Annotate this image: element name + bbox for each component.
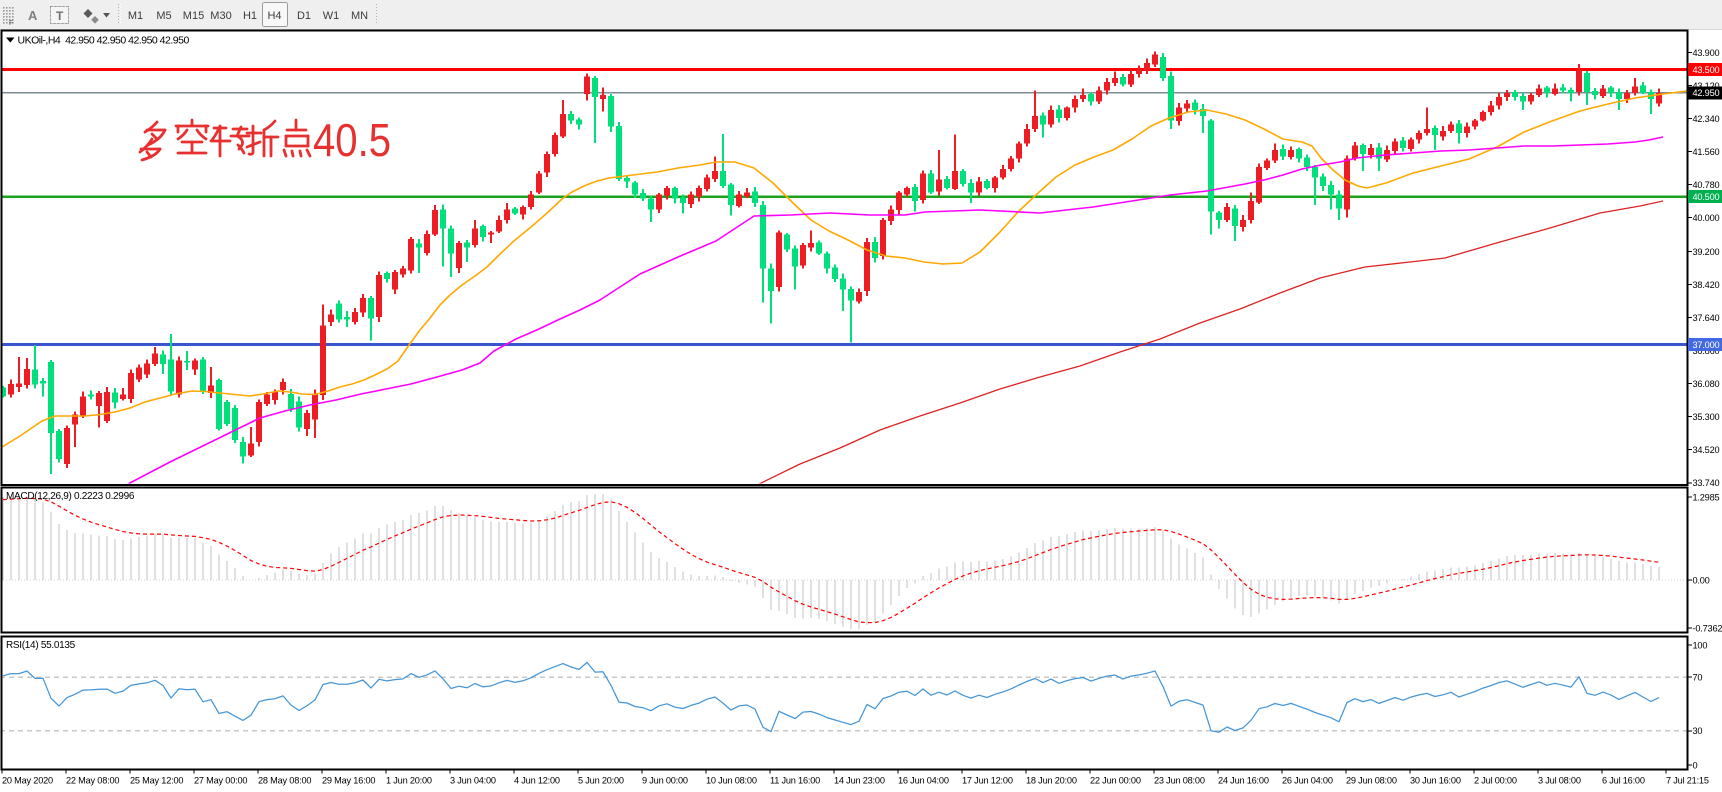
svg-text:70: 70 <box>1693 673 1703 683</box>
svg-text:29 Jun 08:00: 29 Jun 08:00 <box>1346 776 1397 786</box>
svg-text:3 Jul 08:00: 3 Jul 08:00 <box>1538 776 1581 786</box>
svg-text:10 Jun 08:00: 10 Jun 08:00 <box>706 776 757 786</box>
svg-text:2 Jul 00:00: 2 Jul 00:00 <box>1474 776 1517 786</box>
svg-text:40.500: 40.500 <box>1693 192 1720 202</box>
svg-text:MN: MN <box>351 10 368 22</box>
svg-text:RSI(14) 55.0135: RSI(14) 55.0135 <box>6 640 76 651</box>
svg-text:42.950: 42.950 <box>1693 88 1720 98</box>
svg-text:42.340: 42.340 <box>1693 114 1720 124</box>
svg-text:43.500: 43.500 <box>1693 65 1720 75</box>
svg-text:35.300: 35.300 <box>1693 412 1720 422</box>
svg-text:H4: H4 <box>267 10 281 22</box>
svg-text:14 Jun 23:00: 14 Jun 23:00 <box>834 776 885 786</box>
svg-text:38.420: 38.420 <box>1693 280 1720 290</box>
svg-text:T: T <box>56 9 64 23</box>
svg-text:36.080: 36.080 <box>1693 379 1720 389</box>
svg-text:34.520: 34.520 <box>1693 445 1720 455</box>
svg-text:26 Jun 04:00: 26 Jun 04:00 <box>1282 776 1333 786</box>
svg-text:M30: M30 <box>210 10 231 22</box>
svg-text:43.900: 43.900 <box>1693 48 1720 58</box>
svg-text:20 May 2020: 20 May 2020 <box>2 776 53 786</box>
svg-text:6 Jul 16:00: 6 Jul 16:00 <box>1602 776 1645 786</box>
svg-text:M15: M15 <box>183 10 204 22</box>
svg-text:7 Jul 21:15: 7 Jul 21:15 <box>1666 776 1709 786</box>
svg-text:UKOil-,H4 42.950 42.950 42.95: UKOil-,H4 42.950 42.950 42.950 42.950 <box>18 35 190 47</box>
svg-text:29 May 16:00: 29 May 16:00 <box>322 776 375 786</box>
svg-text:M1: M1 <box>128 10 143 22</box>
svg-text:23 Jun 08:00: 23 Jun 08:00 <box>1154 776 1205 786</box>
svg-text:MACD(12,26,9) 0.2223 0.2996: MACD(12,26,9) 0.2223 0.2996 <box>6 491 135 502</box>
svg-text:28 May 08:00: 28 May 08:00 <box>258 776 311 786</box>
svg-text:43.120: 43.120 <box>1693 81 1720 91</box>
svg-text:5 Jun 20:00: 5 Jun 20:00 <box>578 776 624 786</box>
svg-text:22 Jun 00:00: 22 Jun 00:00 <box>1090 776 1141 786</box>
svg-text:D1: D1 <box>297 10 311 22</box>
svg-text:1 Jun 20:00: 1 Jun 20:00 <box>386 776 432 786</box>
svg-text:-0.7362: -0.7362 <box>1693 623 1722 633</box>
svg-text:H1: H1 <box>243 10 257 22</box>
svg-text:33.740: 33.740 <box>1693 478 1720 488</box>
svg-text:30: 30 <box>1693 726 1703 736</box>
svg-text:25 May 12:00: 25 May 12:00 <box>130 776 183 786</box>
svg-text:W1: W1 <box>323 10 340 22</box>
svg-text:37.640: 37.640 <box>1693 313 1720 323</box>
svg-text:1.2985: 1.2985 <box>1693 492 1720 502</box>
svg-text:0.00: 0.00 <box>1693 575 1710 585</box>
svg-text:A: A <box>28 8 38 23</box>
svg-text:F: F <box>9 20 13 27</box>
svg-text:9 Jun 00:00: 9 Jun 00:00 <box>642 776 688 786</box>
svg-text:100: 100 <box>1693 640 1708 650</box>
svg-text:40.5: 40.5 <box>313 114 391 166</box>
svg-text:30 Jun 16:00: 30 Jun 16:00 <box>1410 776 1461 786</box>
svg-text:4 Jun 12:00: 4 Jun 12:00 <box>514 776 560 786</box>
svg-text:40.780: 40.780 <box>1693 180 1720 190</box>
svg-text:3 Jun 04:00: 3 Jun 04:00 <box>450 776 496 786</box>
svg-text:41.560: 41.560 <box>1693 147 1720 157</box>
svg-text:M5: M5 <box>156 10 171 22</box>
svg-text:11 Jun 16:00: 11 Jun 16:00 <box>770 776 820 786</box>
svg-text:17 Jun 12:00: 17 Jun 12:00 <box>962 776 1013 786</box>
svg-text:24 Jun 16:00: 24 Jun 16:00 <box>1218 776 1269 786</box>
svg-text:0: 0 <box>1693 760 1698 770</box>
svg-text:40.000: 40.000 <box>1693 213 1720 223</box>
svg-text:27 May 00:00: 27 May 00:00 <box>194 776 247 786</box>
svg-text:18 Jun 20:00: 18 Jun 20:00 <box>1026 776 1077 786</box>
svg-text:39.200: 39.200 <box>1693 247 1720 257</box>
svg-text:37.000: 37.000 <box>1693 340 1720 350</box>
svg-text:22 May 08:00: 22 May 08:00 <box>66 776 119 786</box>
svg-text:16 Jun 04:00: 16 Jun 04:00 <box>898 776 949 786</box>
